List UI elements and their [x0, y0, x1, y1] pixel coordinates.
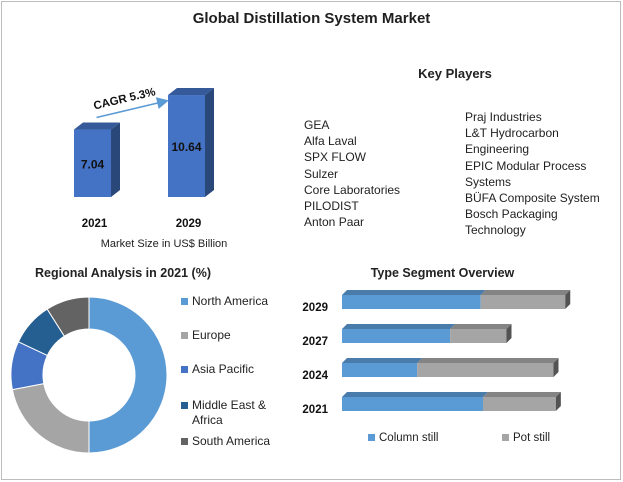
legend-swatch — [181, 332, 188, 339]
type-category-label-2027: 2027 — [302, 336, 328, 348]
donut-slice-north-america — [88, 296, 168, 454]
market-size-chart: 7.04 2021 10.64 2029 Market Size in US$ Bill… — [74, 86, 228, 250]
type-bar-2024 — [342, 358, 559, 377]
key-player-6: Anton Paar — [304, 215, 365, 230]
regional-chart-title: Regional Analysis in 2021 (%) — [35, 266, 211, 280]
type-segment-top-column-still — [342, 358, 423, 363]
type-segment-title: Type Segment Overview — [370, 266, 515, 280]
key-player-1: Alfa Laval — [304, 134, 357, 149]
type-legend-label: Pot still — [513, 432, 550, 444]
key-player-col2-2: Engineering — [465, 142, 530, 157]
key-player-5: PILODIST — [304, 199, 359, 214]
type-segment-top-column-still — [342, 324, 456, 329]
market-value-label-2021: 7.04 — [81, 157, 105, 171]
type-segment-column-still — [342, 329, 451, 343]
legend-swatch — [181, 298, 188, 305]
type-segment-top-column-still — [342, 290, 486, 295]
type-category-label-2021: 2021 — [302, 404, 328, 416]
legend-label: Middle East & Africa — [192, 398, 267, 427]
legend-label: Europe — [192, 328, 231, 342]
type-segment-pot-still — [450, 329, 507, 343]
type-segment-pot-still — [483, 397, 556, 411]
market-bar-2021 — [74, 122, 120, 197]
type-segment-top-pot-still — [480, 290, 571, 295]
cagr-arrow — [96, 97, 169, 119]
key-players-title: Key Players — [418, 66, 492, 81]
key-player-0: GEA — [304, 118, 330, 132]
key-player-col2-0: Praj Industries — [465, 110, 542, 124]
type-legend-item-1: Pot still — [502, 432, 550, 444]
type-bar-2021 — [342, 392, 561, 411]
type-segment-pot-still — [417, 363, 554, 377]
key-players-column-2: Praj Industries L&T Hydrocarbon Engineerin… — [465, 109, 600, 239]
type-segment-column-still — [342, 295, 481, 309]
key-player-4: Core Laboratories — [304, 182, 401, 197]
cagr-label: CAGR 5.3% — [92, 86, 156, 112]
type-segment-top-pot-still — [417, 358, 559, 363]
type-legend-label: Column still — [379, 432, 438, 444]
key-player-col2-5: BÜFA Composite System — [465, 191, 600, 206]
key-player-col2-4: Systems — [465, 174, 512, 189]
type-segment-top-pot-still — [483, 392, 561, 397]
type-category-label-2024: 2024 — [302, 370, 328, 382]
legend-swatch — [181, 438, 188, 445]
key-player-col2-7: Technology — [465, 223, 526, 238]
key-player-2: SPX FLOW — [304, 150, 367, 165]
type-bar-2027 — [342, 324, 512, 343]
key-player-3: Sulzer — [304, 166, 339, 181]
key-player-col2-3: EPIC Modular Process — [465, 158, 587, 173]
page-title: Global Distillation System Market — [192, 10, 431, 27]
type-category-label-2029: 2029 — [302, 302, 328, 314]
type-segment-pot-still — [480, 295, 566, 309]
type-legend-item-0: Column still — [368, 432, 438, 444]
type-segment-top-pot-still — [450, 324, 512, 329]
key-player-col2-6: Bosch Packaging — [465, 207, 558, 222]
market-category-label-2029: 2029 — [176, 218, 202, 230]
regional-donut-chart — [10, 296, 168, 454]
donut-slice-south-america — [46, 296, 90, 337]
market-xlabel: Market Size in US$ Billion — [101, 238, 228, 250]
market-bar-2029 — [168, 88, 214, 197]
key-players-column-1: GEA Alfa Laval SPX FLOW Sulzer Core Laborato… — [304, 117, 400, 230]
type-segment-column-still — [342, 363, 418, 377]
market-category-label-2021: 2021 — [82, 218, 108, 230]
legend-swatch — [181, 402, 188, 409]
type-bar-2029 — [342, 290, 571, 309]
type-segment-column-still — [342, 397, 483, 411]
type-segment-chart: 2029 2027 2024 2021 Column still Pot still — [302, 290, 571, 444]
legend-label: North America — [192, 294, 269, 308]
donut-slice-europe — [11, 383, 90, 454]
legend-label: South America — [192, 434, 271, 448]
type-segment-top-column-still — [342, 392, 488, 397]
legend-swatch — [181, 366, 188, 373]
legend-label: Asia Pacific — [192, 362, 255, 376]
key-player-col2-1: L&T Hydrocarbon — [465, 126, 559, 141]
market-value-label-2029: 10.64 — [171, 140, 201, 154]
